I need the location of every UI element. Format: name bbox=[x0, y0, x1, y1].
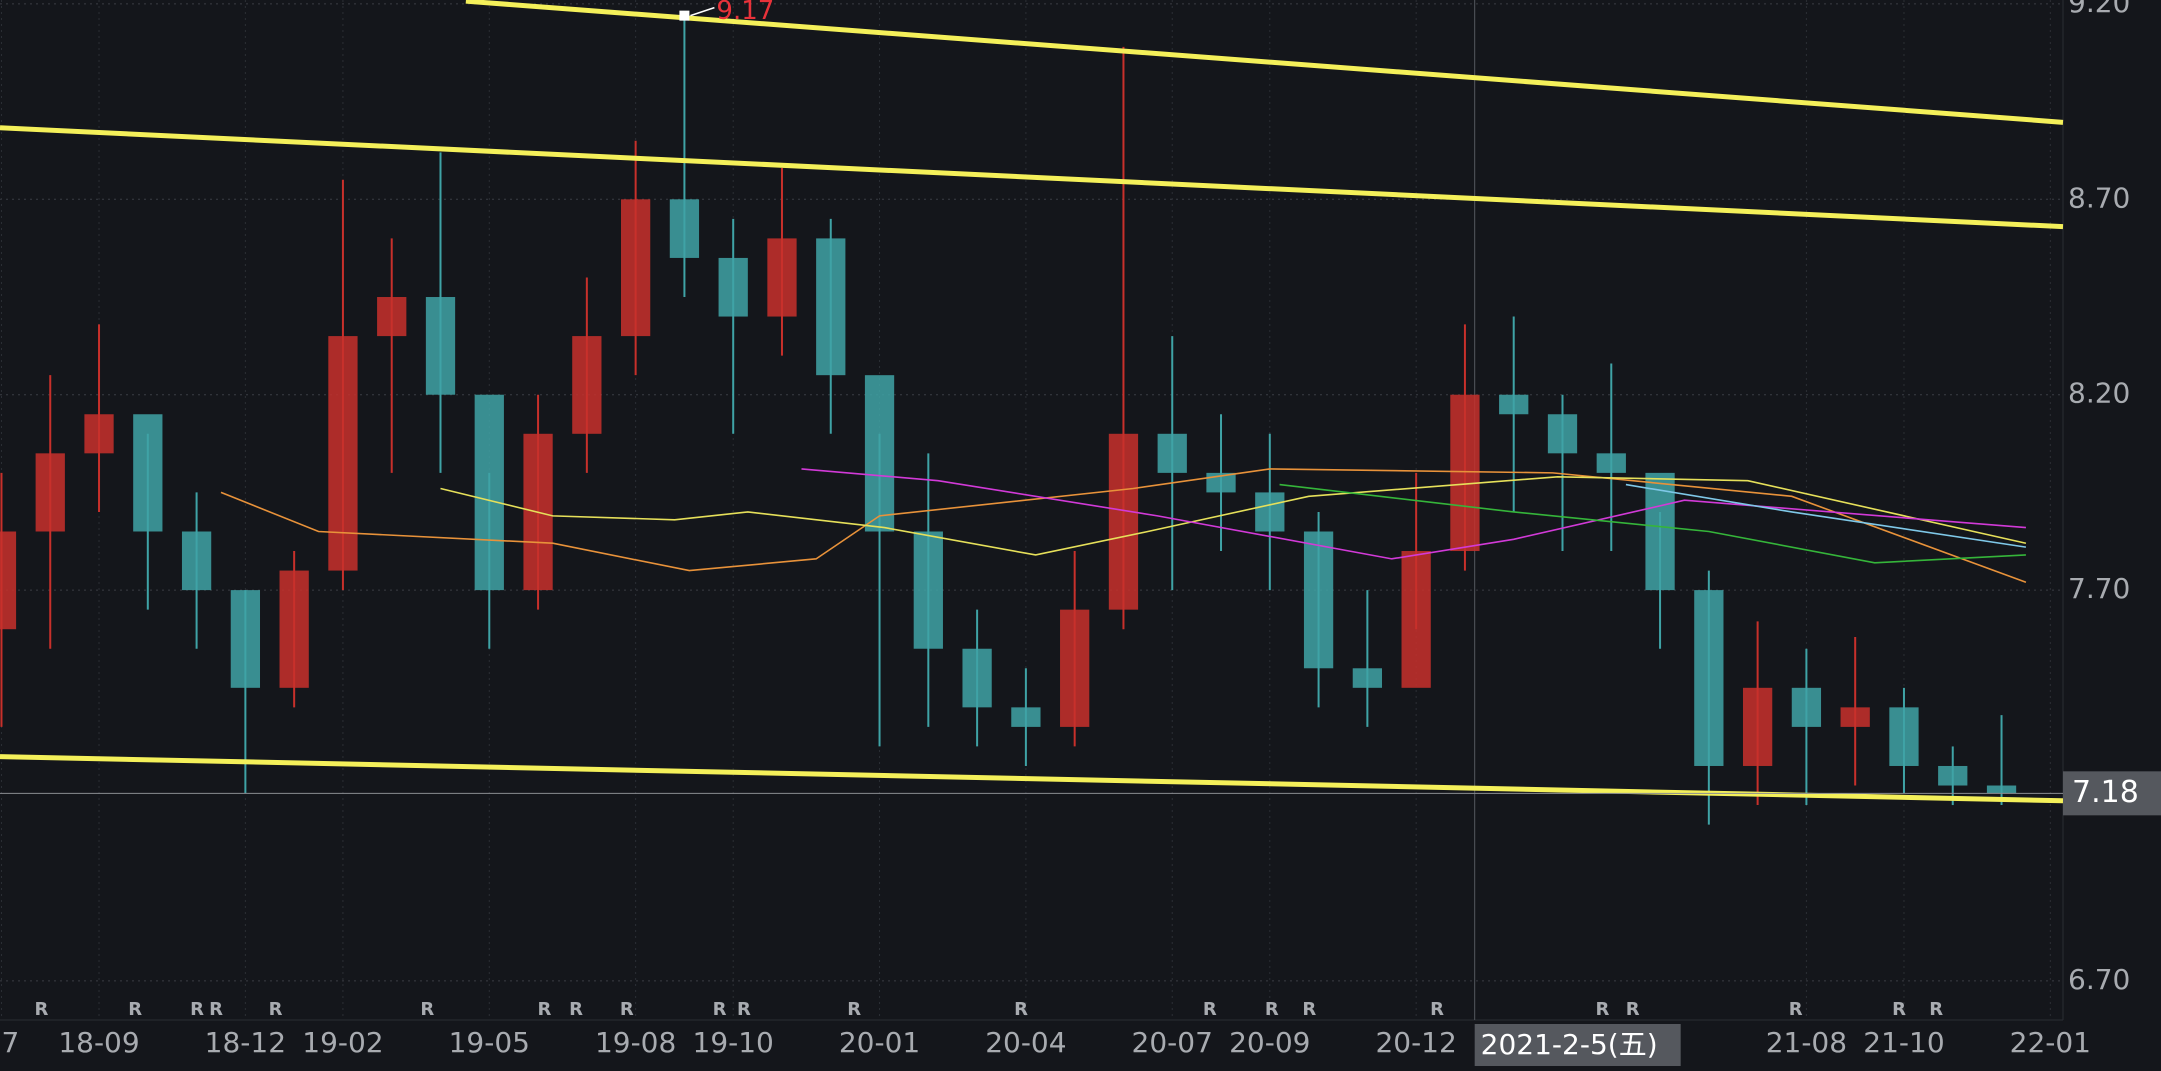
candle-body bbox=[1889, 707, 1919, 766]
x-tick-label: 07 bbox=[0, 1026, 19, 1059]
candle-body bbox=[474, 394, 504, 591]
candle-body bbox=[1742, 687, 1773, 766]
event-marker: R bbox=[1789, 999, 1803, 1020]
event-marker: R bbox=[209, 999, 223, 1020]
y-tick-label: 7.70 bbox=[2068, 572, 2130, 605]
candle-body bbox=[1011, 707, 1041, 727]
x-tick-label: 20-07 bbox=[1132, 1026, 1213, 1059]
candle-body bbox=[230, 590, 261, 688]
candle-body bbox=[572, 336, 602, 434]
trendline bbox=[465, 0, 2064, 125]
event-marker: R bbox=[537, 999, 551, 1020]
candle-body bbox=[133, 414, 163, 532]
x-tick-label: 19-05 bbox=[449, 1026, 530, 1059]
x-tick-label: 20-12 bbox=[1375, 1026, 1456, 1059]
candle-body bbox=[864, 375, 895, 532]
candle-body bbox=[1840, 707, 1870, 727]
high-marker bbox=[679, 10, 690, 21]
candle-body bbox=[816, 238, 846, 376]
event-marker: R bbox=[420, 999, 434, 1020]
event-marker: R bbox=[1626, 999, 1640, 1020]
candle-body bbox=[1157, 433, 1187, 473]
event-marker: R bbox=[1302, 999, 1316, 1020]
x-tick-label: 21-08 bbox=[1766, 1026, 1847, 1059]
ma-line bbox=[1279, 483, 2026, 564]
ma-line bbox=[220, 468, 2027, 584]
x-tick-label: 18-12 bbox=[205, 1026, 286, 1059]
crosshair-label: 2021-2-5(五) bbox=[1481, 1028, 1658, 1061]
candle-body bbox=[328, 336, 358, 571]
candle-body bbox=[1108, 433, 1139, 610]
event-marker: R bbox=[847, 999, 861, 1020]
candle-body bbox=[1694, 590, 1724, 766]
candle-body bbox=[377, 297, 407, 337]
x-tick-label: 22-01 bbox=[2010, 1026, 2091, 1059]
candle-body bbox=[1938, 765, 1968, 786]
event-marker: R bbox=[1596, 999, 1610, 1020]
event-marker: R bbox=[1430, 999, 1444, 1020]
candle-body bbox=[1596, 453, 1626, 473]
candle-body bbox=[1060, 609, 1090, 727]
candle-body bbox=[962, 648, 992, 708]
candle-body bbox=[669, 199, 700, 258]
ma-line bbox=[440, 475, 2027, 556]
x-tick-label: 19-02 bbox=[302, 1026, 383, 1059]
y-tick-label: 9.20 bbox=[2068, 0, 2130, 19]
candle-body bbox=[1352, 668, 1383, 688]
event-marker: R bbox=[35, 999, 49, 1020]
event-marker: R bbox=[190, 999, 204, 1020]
y-tick-label: 6.70 bbox=[2068, 963, 2130, 996]
last-price-label: 7.18 bbox=[2072, 775, 2139, 810]
x-tick-label: 18-09 bbox=[58, 1026, 139, 1059]
candle-body bbox=[767, 238, 797, 317]
x-tick-label: 19-08 bbox=[595, 1026, 676, 1059]
y-tick-label: 8.70 bbox=[2068, 181, 2130, 214]
candle-body bbox=[620, 199, 651, 337]
candle-body bbox=[718, 257, 748, 317]
candle-body bbox=[181, 531, 212, 591]
y-tick-label: 8.20 bbox=[2068, 377, 2130, 410]
event-marker: R bbox=[1265, 999, 1279, 1020]
ma-line bbox=[801, 468, 2026, 560]
high-label: 9.17 bbox=[716, 0, 774, 26]
event-marker: R bbox=[569, 999, 583, 1020]
candle-body bbox=[1791, 687, 1822, 727]
event-marker: R bbox=[737, 999, 751, 1020]
event-marker: R bbox=[1929, 999, 1943, 1020]
ma-line bbox=[1625, 483, 2027, 548]
x-tick-label: 20-04 bbox=[985, 1026, 1066, 1059]
x-tick-label: 20-09 bbox=[1229, 1026, 1310, 1059]
event-marker: R bbox=[1203, 999, 1217, 1020]
event-marker: R bbox=[620, 999, 634, 1020]
candle-body bbox=[1255, 492, 1285, 532]
event-marker: R bbox=[1014, 999, 1028, 1020]
event-marker: R bbox=[128, 999, 142, 1020]
event-marker: R bbox=[713, 999, 727, 1020]
candle-body bbox=[279, 570, 309, 688]
candle-body bbox=[1986, 785, 2017, 794]
candle-body bbox=[35, 453, 65, 532]
candle-body bbox=[0, 531, 17, 630]
candle-body bbox=[1450, 394, 1480, 552]
trendline bbox=[0, 125, 2064, 230]
candle-body bbox=[1547, 414, 1578, 454]
candle-body bbox=[1499, 394, 1529, 415]
candle-body bbox=[913, 531, 943, 649]
candle-body bbox=[84, 414, 114, 454]
crosshair-box bbox=[1474, 1024, 1681, 1066]
last-price-box bbox=[2063, 771, 2161, 816]
candle-body bbox=[1401, 551, 1431, 688]
event-marker: R bbox=[1892, 999, 1906, 1020]
event-marker: R bbox=[269, 999, 283, 1020]
x-tick-label: 20-01 bbox=[839, 1026, 920, 1059]
x-tick-label: 19-10 bbox=[693, 1026, 774, 1059]
high-pointer bbox=[690, 6, 715, 17]
x-tick-label: 21-10 bbox=[1863, 1026, 1944, 1059]
candle-body bbox=[425, 297, 456, 395]
candle-body bbox=[1303, 531, 1334, 669]
